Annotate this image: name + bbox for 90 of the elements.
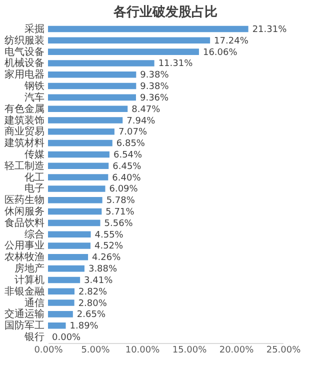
y-tick-label: 化工: [24, 171, 44, 184]
bar: [48, 94, 136, 101]
y-tick-label: 银行: [24, 332, 44, 344]
data-label: 3.88%: [88, 264, 118, 275]
data-label: 5.71%: [106, 208, 135, 218]
data-label: 4.26%: [92, 253, 122, 264]
y-tick-label: 国防军工: [4, 320, 44, 332]
data-label: 2.80%: [78, 298, 108, 309]
x-tick-label: 20.00%: [219, 346, 254, 356]
y-tick-label: 房地产: [14, 262, 44, 275]
data-label: 1.89%: [70, 322, 99, 332]
bar: [48, 117, 123, 124]
data-label: 6.54%: [113, 150, 143, 160]
y-tick-label: 农林牧渔: [4, 251, 44, 264]
y-tick-label: 钢铁: [24, 80, 44, 92]
y-tick-label: 轻工制造: [4, 160, 44, 172]
bar: [48, 186, 106, 192]
data-label: 4.52%: [94, 242, 124, 252]
data-label: 21.31%: [252, 24, 288, 35]
data-label: 9.38%: [140, 82, 170, 92]
bar: [48, 220, 100, 226]
data-label: 0.00%: [52, 333, 82, 344]
y-tick-label: 非银金融: [4, 285, 44, 298]
data-label: 2.65%: [76, 310, 106, 320]
y-tick-label: 电子: [24, 182, 44, 195]
data-label: 6.40%: [112, 173, 142, 184]
bar: [48, 288, 75, 295]
data-label: 7.07%: [118, 128, 148, 138]
data-label: 8.47%: [132, 104, 161, 115]
y-tick-label: 家用电器: [4, 68, 44, 81]
y-tick-label: 食品饮料: [4, 216, 44, 229]
bar: [48, 265, 84, 272]
data-label: 6.85%: [116, 139, 146, 150]
data-label: 9.38%: [140, 70, 170, 81]
data-label: 2.82%: [78, 287, 108, 298]
bar: [48, 231, 91, 238]
data-label: 16.06%: [202, 48, 238, 58]
bar: [48, 128, 114, 135]
y-tick-label: 休闲服务: [4, 206, 44, 218]
data-label: 17.24%: [214, 36, 249, 46]
data-label: 5.56%: [104, 218, 134, 229]
data-label: 6.45%: [112, 162, 142, 172]
y-tick-label: 商业贸易: [4, 126, 44, 138]
bar: [48, 174, 108, 180]
data-label: 3.41%: [84, 276, 114, 286]
bar: [48, 151, 110, 158]
y-tick-label: 电气设备: [4, 46, 44, 58]
data-label: 9.36%: [140, 93, 170, 104]
x-tick-label: 5.00%: [81, 346, 110, 356]
y-tick-label: 通信: [24, 296, 44, 309]
data-label: 7.94%: [126, 116, 156, 126]
bar: [48, 322, 66, 329]
bar: [48, 48, 199, 55]
y-tick-label: 公用事业: [4, 240, 44, 252]
bar: [48, 300, 74, 306]
y-tick-label: 机械设备: [4, 57, 44, 70]
bar: [48, 162, 109, 170]
bar: [48, 208, 102, 215]
y-tick-label: 交通运输: [4, 308, 44, 320]
x-tick-label: 10.00%: [125, 346, 160, 356]
y-tick-label: 建筑材料: [4, 137, 44, 150]
x-tick-label: 15.00%: [172, 346, 208, 356]
bar: [48, 140, 112, 146]
bar: [48, 37, 210, 44]
bar: [48, 196, 102, 204]
bar: [48, 26, 248, 32]
bar: [48, 276, 80, 284]
y-tick-label: 纺织服装: [4, 34, 44, 46]
y-tick-label: 采掘: [24, 22, 44, 35]
bar: [48, 60, 154, 66]
bar: [48, 71, 136, 78]
data-label: 4.55%: [94, 230, 124, 240]
bar: [48, 242, 90, 249]
y-tick-label: 有色金属: [4, 102, 44, 115]
data-label: 11.31%: [158, 59, 194, 70]
bar: [48, 254, 88, 260]
y-tick-label: 综合: [24, 228, 44, 240]
data-label: 6.09%: [109, 184, 138, 195]
x-tick-label: 25.00%: [266, 346, 302, 356]
y-tick-label: 建筑装饰: [4, 114, 44, 126]
bar: [48, 106, 128, 112]
data-label: 5.78%: [106, 196, 136, 206]
y-tick-label: 医药生物: [4, 194, 44, 206]
bar: [48, 82, 136, 90]
y-tick-label: 计算机: [14, 274, 44, 286]
chart-title: 各行业破发股占比: [112, 5, 218, 20]
y-tick-label: 汽车: [24, 91, 44, 104]
x-tick-label: 0.00%: [34, 346, 64, 356]
y-tick-label: 传媒: [24, 149, 44, 160]
bar: [48, 311, 73, 318]
